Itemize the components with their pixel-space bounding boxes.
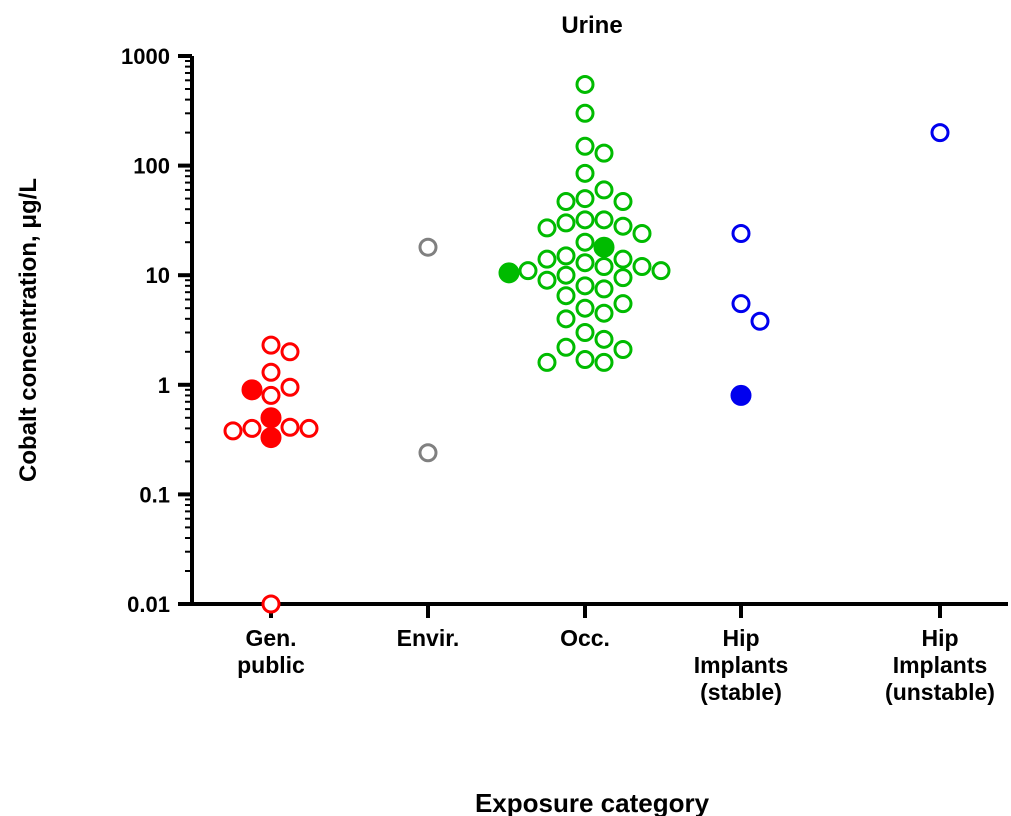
y-tick-label: 1000	[121, 44, 170, 69]
data-point-filled	[730, 384, 752, 406]
data-point-open	[518, 261, 538, 281]
data-point-open	[613, 339, 633, 359]
data-point-open	[613, 249, 633, 269]
data-point-open	[575, 323, 595, 343]
data-point-open	[613, 192, 633, 212]
data-point-open	[575, 298, 595, 318]
data-point-open	[418, 237, 438, 257]
data-point-open	[594, 180, 614, 200]
y-axis-title: Cobalt concentration, μg/L	[15, 178, 42, 482]
data-point-open	[299, 418, 319, 438]
data-point-open	[556, 246, 576, 266]
x-tick-label: Implants	[694, 652, 789, 678]
data-point-open	[575, 210, 595, 230]
data-point-open	[632, 224, 652, 244]
data-point-open	[613, 216, 633, 236]
data-point-open	[594, 210, 614, 230]
data-point-open	[418, 443, 438, 463]
data-point-open	[594, 352, 614, 372]
data-point-open	[556, 213, 576, 233]
x-tick-label: (stable)	[700, 679, 782, 705]
x-tick-label: Implants	[893, 652, 988, 678]
data-point-open	[613, 294, 633, 314]
data-point-filled	[498, 262, 520, 284]
axes: 0.01 0.1 1 10 100 1000 Gen.public Envir. Occ. Hip…	[121, 44, 1008, 705]
x-tick-label: Occ.	[560, 625, 610, 651]
data-point-open	[556, 337, 576, 357]
data-point-open	[651, 261, 671, 281]
data-point-filled	[593, 236, 615, 258]
data-point-open	[280, 377, 300, 397]
data-point-open	[632, 257, 652, 277]
data-point-open	[556, 309, 576, 329]
x-tick-label: Envir.	[397, 625, 460, 651]
data-point-open	[731, 224, 751, 244]
data-point-open	[556, 192, 576, 212]
data-point-open	[261, 335, 281, 355]
data-point-open	[556, 265, 576, 285]
data-point-open	[261, 362, 281, 382]
data-point-open	[556, 286, 576, 306]
data-point-open	[594, 303, 614, 323]
data-point-open	[261, 594, 281, 614]
data-point-filled	[260, 427, 282, 449]
data-point-open	[731, 294, 751, 314]
data-point-open	[750, 311, 770, 331]
data-point-open	[575, 276, 595, 296]
x-tick-label: (unstable)	[885, 679, 995, 705]
data-point-open	[280, 417, 300, 437]
x-tick-label: Hip	[722, 625, 759, 651]
data-point-open	[575, 350, 595, 370]
data-point-open	[594, 257, 614, 277]
data-point-open	[575, 103, 595, 123]
data-point-open	[242, 418, 262, 438]
data-point-open	[280, 342, 300, 362]
data-point-open	[930, 123, 950, 143]
data-point-open	[575, 74, 595, 94]
y-tick-label: 0.01	[127, 592, 170, 617]
data-point-open	[537, 270, 557, 290]
data-point-filled	[260, 407, 282, 429]
data-point-open	[575, 232, 595, 252]
data-point-open	[537, 218, 557, 238]
x-tick-label: Gen.	[245, 625, 296, 651]
y-tick-label: 10	[146, 263, 170, 288]
data-point-open	[537, 352, 557, 372]
x-tick-label: Hip	[921, 625, 958, 651]
data-point-open	[575, 163, 595, 183]
data-point-open	[613, 268, 633, 288]
data-point-open	[223, 421, 243, 441]
x-axis-title: Exposure category	[475, 788, 710, 816]
data-point-open	[594, 329, 614, 349]
data-point-open	[575, 189, 595, 209]
data-point-open	[594, 143, 614, 163]
data-point-open	[594, 279, 614, 299]
chart-title: Urine	[561, 12, 622, 39]
data-point-open	[575, 136, 595, 156]
x-tick-label: public	[237, 652, 305, 678]
data-point-filled	[241, 379, 263, 401]
data-point-open	[575, 253, 595, 273]
data-point-open	[261, 385, 281, 405]
y-tick-label: 1	[158, 373, 170, 398]
data-point-open	[537, 249, 557, 269]
y-tick-label: 100	[133, 154, 170, 179]
data-points	[223, 74, 950, 614]
y-tick-label: 0.1	[139, 482, 170, 507]
